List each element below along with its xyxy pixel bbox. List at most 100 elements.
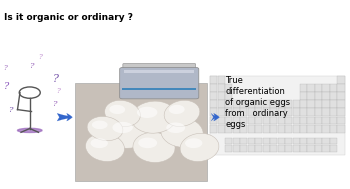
Bar <box>210 92 217 100</box>
Text: ?: ? <box>4 64 7 72</box>
Bar <box>300 100 307 108</box>
Bar <box>210 116 217 125</box>
Bar <box>293 100 300 108</box>
Bar <box>278 116 285 125</box>
Bar <box>330 116 337 125</box>
Bar <box>293 108 300 116</box>
Bar <box>330 108 337 116</box>
Ellipse shape <box>185 138 202 148</box>
Bar <box>270 145 277 152</box>
Bar <box>337 92 344 100</box>
Bar <box>225 138 232 144</box>
Bar <box>293 145 300 152</box>
FancyBboxPatch shape <box>123 64 196 96</box>
Bar <box>322 108 330 116</box>
Bar <box>300 125 307 133</box>
Bar <box>308 100 315 108</box>
Bar <box>322 125 330 133</box>
Bar <box>330 138 337 144</box>
Bar <box>255 138 262 144</box>
Ellipse shape <box>85 133 125 161</box>
Bar <box>262 125 270 133</box>
Bar <box>278 108 285 116</box>
Bar <box>315 125 322 133</box>
Bar <box>315 116 322 125</box>
Bar <box>300 138 307 144</box>
Bar <box>322 100 330 108</box>
Bar <box>75 83 206 181</box>
Bar <box>285 138 292 144</box>
Bar <box>270 116 277 125</box>
Text: ?: ? <box>56 87 60 95</box>
Bar <box>300 145 307 152</box>
Bar <box>308 84 315 92</box>
Bar <box>337 116 344 125</box>
Bar <box>210 76 217 84</box>
Bar <box>330 145 337 152</box>
Bar <box>210 76 345 155</box>
Ellipse shape <box>92 121 108 129</box>
Text: ?: ? <box>53 74 59 84</box>
Bar <box>278 138 285 144</box>
Bar <box>322 92 330 100</box>
Ellipse shape <box>180 133 219 162</box>
Bar <box>240 116 247 125</box>
Bar <box>337 100 344 108</box>
Bar <box>308 108 315 116</box>
Ellipse shape <box>105 100 140 126</box>
Bar <box>337 125 344 133</box>
Bar <box>262 116 270 125</box>
Bar <box>225 125 232 133</box>
Bar <box>308 145 315 152</box>
Text: True
differentiation
of organic eggs
from   ordinary
eggs: True differentiation of organic eggs fro… <box>225 76 290 129</box>
Bar <box>247 116 255 125</box>
Bar <box>300 108 307 116</box>
Text: ?: ? <box>29 62 34 70</box>
Bar <box>210 100 217 108</box>
Bar <box>225 92 232 100</box>
Bar <box>210 108 217 116</box>
Bar <box>225 145 232 152</box>
Bar <box>293 125 300 133</box>
Bar <box>255 116 262 125</box>
Bar <box>233 100 240 108</box>
Bar <box>337 84 344 92</box>
Bar <box>218 76 225 84</box>
Bar <box>278 100 285 108</box>
Bar <box>240 125 247 133</box>
Bar <box>308 138 315 144</box>
Bar <box>233 138 240 144</box>
Ellipse shape <box>164 100 200 126</box>
Bar <box>300 84 307 92</box>
Bar <box>270 108 277 116</box>
Text: ?: ? <box>52 100 56 108</box>
Bar <box>240 108 247 116</box>
Bar <box>233 125 240 133</box>
Ellipse shape <box>169 105 185 114</box>
Bar <box>225 84 232 92</box>
Bar <box>285 108 292 116</box>
Bar <box>262 145 270 152</box>
Ellipse shape <box>133 132 175 163</box>
Bar <box>247 138 255 144</box>
Bar <box>322 138 330 144</box>
Bar <box>225 108 232 116</box>
Bar <box>308 92 315 100</box>
Bar <box>225 116 232 125</box>
Bar <box>315 100 322 108</box>
Bar <box>315 108 322 116</box>
Bar <box>285 125 292 133</box>
Bar <box>218 84 225 92</box>
Bar <box>330 84 337 92</box>
FancyBboxPatch shape <box>120 67 199 99</box>
Bar <box>255 100 262 108</box>
Bar <box>218 100 225 108</box>
Bar <box>308 116 315 125</box>
Bar <box>330 125 337 133</box>
Bar <box>278 125 285 133</box>
Ellipse shape <box>161 117 203 147</box>
Bar <box>128 79 191 94</box>
Ellipse shape <box>112 122 133 133</box>
Bar <box>315 92 322 100</box>
Bar <box>337 108 344 116</box>
